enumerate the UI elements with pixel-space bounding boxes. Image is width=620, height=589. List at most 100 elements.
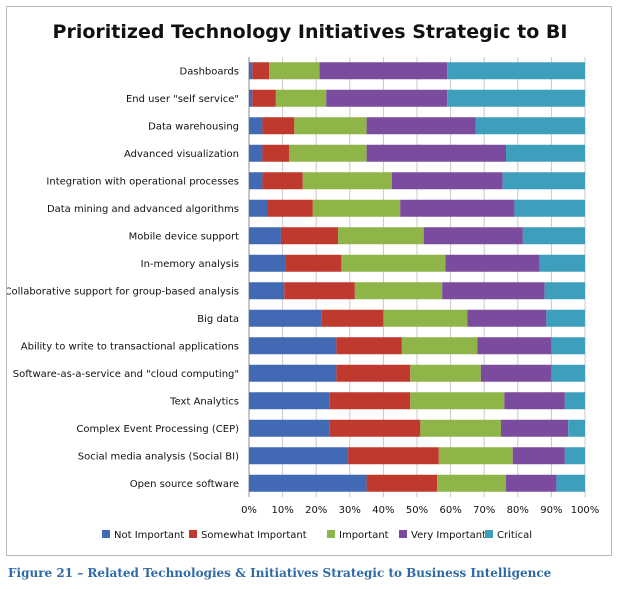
bar-important [410, 392, 505, 410]
bar-critical [564, 447, 585, 465]
bar-important [383, 309, 468, 327]
bar-not-important [249, 474, 367, 492]
x-tick-label: 20% [305, 505, 327, 516]
figure-caption: Figure 21 – Related Technologies & Initi… [8, 566, 552, 580]
x-tick-label: 0% [241, 505, 257, 516]
x-tick-label: 40% [372, 505, 394, 516]
x-tick-label: 10% [271, 505, 293, 516]
bars [249, 62, 585, 492]
bar-not-important [249, 447, 349, 465]
bar-not-important [249, 254, 286, 272]
bar-very-important [445, 254, 540, 272]
bar-not-important [249, 282, 285, 300]
category-label: Social media analysis (Social BI) [78, 451, 239, 462]
bar-not-important [249, 117, 263, 135]
bar-important [338, 227, 424, 245]
bar-not-important [249, 227, 281, 245]
bar-very-important [423, 227, 523, 245]
bar-important [341, 254, 446, 272]
category-label: Text Analytics [169, 396, 239, 407]
bar-somewhat-important [284, 282, 355, 300]
bar-important [294, 117, 367, 135]
x-tick-label: 70% [473, 505, 495, 516]
legend-label: Somewhat Important [201, 530, 307, 541]
bar-somewhat-important [348, 447, 439, 465]
bar-important [289, 144, 367, 162]
bar-not-important [249, 62, 253, 80]
bar-not-important [249, 337, 337, 355]
bar-critical [475, 117, 585, 135]
bar-somewhat-important [262, 144, 290, 162]
bar-critical [522, 227, 585, 245]
x-tick-label: 50% [406, 505, 428, 516]
category-label: Integration with operational processes [46, 176, 239, 187]
bar-somewhat-important [252, 89, 276, 107]
legend-swatch-somewhat-important [189, 530, 197, 538]
bar-somewhat-important [262, 117, 295, 135]
x-tick-label: 30% [339, 505, 361, 516]
bar-critical [506, 144, 585, 162]
bar-important [437, 474, 507, 492]
category-label: Complex Event Processing (CEP) [76, 424, 239, 435]
category-label: Big data [197, 314, 239, 325]
bar-not-important [249, 89, 253, 107]
bar-very-important [366, 117, 476, 135]
chart-title: Prioritized Technology Initiatives Strat… [52, 21, 568, 43]
bar-critical [568, 419, 585, 437]
bar-not-important [249, 419, 330, 437]
bar-not-important [249, 392, 330, 410]
legend-swatch-critical [485, 530, 493, 538]
bar-somewhat-important [336, 364, 411, 382]
bar-not-important [249, 309, 322, 327]
bar-very-important [391, 172, 503, 190]
chart-frame: Prioritized Technology Initiatives Strat… [6, 6, 612, 556]
bar-very-important [400, 199, 515, 217]
bar-very-important [477, 337, 552, 355]
bar-somewhat-important [336, 337, 402, 355]
bar-critical [556, 474, 585, 492]
x-tick-label: 60% [439, 505, 461, 516]
bar-somewhat-important [329, 419, 421, 437]
category-label: Dashboards [180, 66, 239, 77]
bar-very-important [480, 364, 552, 382]
x-tick-label: 90% [540, 505, 562, 516]
bar-critical [551, 337, 585, 355]
bar-critical [502, 172, 585, 190]
x-tick-label: 100% [571, 505, 600, 516]
legend-label: Critical [497, 530, 532, 541]
bar-somewhat-important [366, 474, 438, 492]
bar-somewhat-important [252, 62, 270, 80]
category-labels: Dashboards End user "self service" Data wa… [7, 66, 239, 490]
bar-somewhat-important [321, 309, 384, 327]
bar-critical [514, 199, 585, 217]
bar-critical [447, 62, 585, 80]
bar-critical [546, 309, 585, 327]
legend-label: Not Important [114, 530, 184, 541]
bar-somewhat-important [285, 254, 342, 272]
bar-important [420, 419, 501, 437]
category-label: Open source software [130, 479, 239, 490]
category-label: Ability to write to transactional applic… [21, 341, 239, 352]
bar-very-important [512, 447, 565, 465]
bar-important [302, 172, 392, 190]
bar-very-important [366, 144, 507, 162]
bar-not-important [249, 199, 268, 217]
legend: Not Important Somewhat Important Important… [102, 530, 532, 541]
x-axis-ticks: 0% 10% 20% 30% 40% 50% 60% 70% 80% 90% 100% [241, 505, 599, 516]
bar-not-important [249, 144, 263, 162]
bar-critical [564, 392, 585, 410]
bar-not-important [249, 172, 263, 190]
x-tick-label: 80% [507, 505, 529, 516]
legend-label: Very Important [411, 530, 486, 541]
category-label: Data warehousing [148, 121, 239, 132]
category-label: End user "self service" [126, 94, 239, 105]
category-label: Advanced visualization [124, 149, 239, 160]
category-label: Data mining and advanced algorithms [47, 204, 239, 215]
category-label: In-memory analysis [141, 259, 239, 270]
bar-somewhat-important [329, 392, 411, 410]
bar-very-important [504, 392, 565, 410]
bar-critical [447, 89, 585, 107]
bar-important [275, 89, 327, 107]
bar-somewhat-important [262, 172, 303, 190]
category-label: Software-as-a-service and "cloud computi… [13, 369, 239, 380]
